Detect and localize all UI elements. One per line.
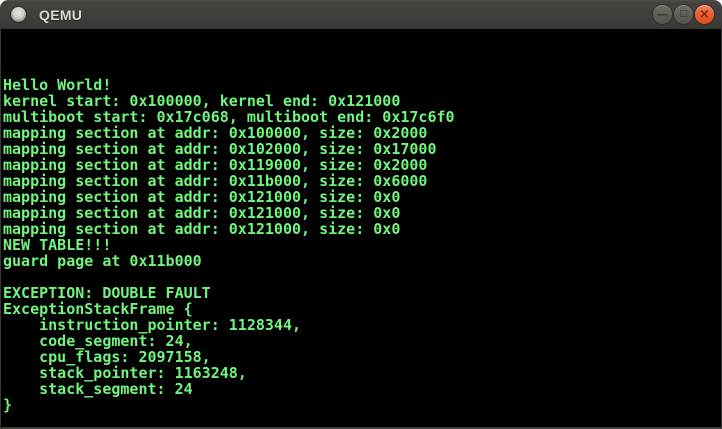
minimize-icon: — bbox=[657, 7, 668, 21]
maximize-icon: □ bbox=[679, 9, 688, 19]
minimize-button[interactable]: — bbox=[653, 5, 672, 24]
titlebar[interactable]: QEMU — □ × bbox=[0, 0, 722, 29]
qemu-window-icon bbox=[11, 7, 26, 22]
maximize-button[interactable]: □ bbox=[674, 5, 693, 24]
close-icon: × bbox=[699, 6, 710, 22]
vga-text-output: Hello World! kernel start: 0x100000, ker… bbox=[3, 76, 455, 414]
qemu-vga-display[interactable]: Hello World! kernel start: 0x100000, ker… bbox=[0, 29, 722, 429]
close-button[interactable]: × bbox=[695, 5, 714, 24]
window-title: QEMU bbox=[39, 6, 83, 23]
window-controls: — □ × bbox=[653, 5, 714, 24]
